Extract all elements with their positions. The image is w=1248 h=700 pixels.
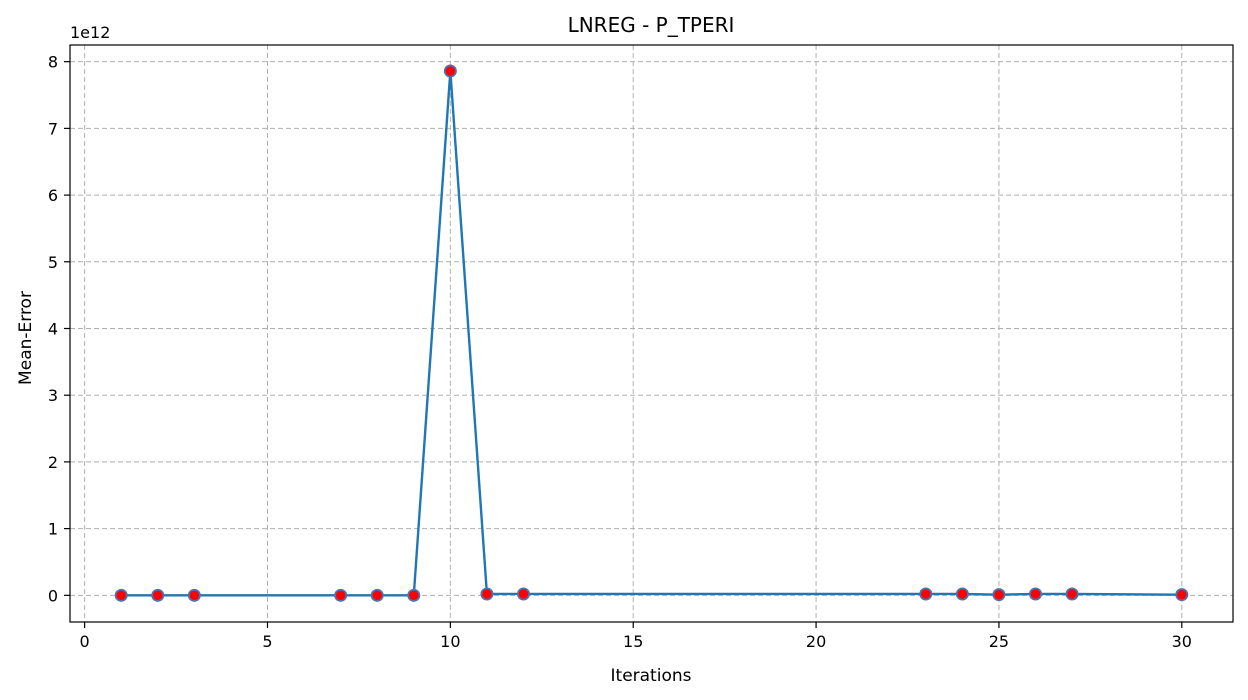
y-tick-label: 3: [48, 386, 58, 405]
plot-frame: [69, 44, 1234, 623]
y-axis-offset-label: 1e12: [70, 23, 110, 42]
data-point: [370, 588, 384, 602]
data-point: [187, 588, 201, 602]
y-tick-label: 4: [48, 319, 58, 338]
data-point: [1175, 588, 1189, 602]
y-tick-label: 7: [48, 119, 58, 138]
series-line: [121, 69, 1182, 597]
x-axis-ticks: 0 5 10 15 20 25 30: [80, 622, 1192, 651]
x-tick-label: 15: [623, 632, 643, 651]
x-tick-label: 20: [806, 632, 826, 651]
data-point: [919, 587, 933, 601]
data-point: [334, 588, 348, 602]
data-point: [1065, 587, 1079, 601]
data-point: [151, 588, 165, 602]
chart-title: LNREG - P_TPERI: [568, 13, 735, 37]
series-line-group: [121, 69, 1182, 597]
x-axis-label: Iterations: [611, 666, 692, 686]
y-tick-label: 8: [48, 53, 58, 72]
data-point: [516, 587, 530, 601]
data-point: [992, 588, 1006, 602]
y-tick-label: 1: [48, 520, 58, 539]
x-tick-label: 30: [1172, 632, 1192, 651]
data-point: [443, 64, 457, 78]
data-point: [955, 587, 969, 601]
x-tick-label: 0: [80, 632, 90, 651]
x-tick-label: 5: [262, 632, 272, 651]
y-tick-label: 6: [48, 186, 58, 205]
y-axis-label: Mean-Error: [16, 291, 36, 385]
data-point: [114, 588, 128, 602]
y-axis-ticks: 0 1 2 3 4 5 6 7 8: [48, 53, 70, 605]
x-tick-label: 10: [440, 632, 460, 651]
x-tick-label: 25: [989, 632, 1009, 651]
data-point: [1029, 587, 1043, 601]
y-tick-label: 5: [48, 253, 58, 272]
marker-group: [114, 64, 1189, 602]
data-point: [480, 587, 494, 601]
data-point: [407, 588, 421, 602]
y-tick-label: 0: [48, 586, 58, 605]
y-tick-label: 2: [48, 453, 58, 472]
grid: [70, 45, 1233, 622]
